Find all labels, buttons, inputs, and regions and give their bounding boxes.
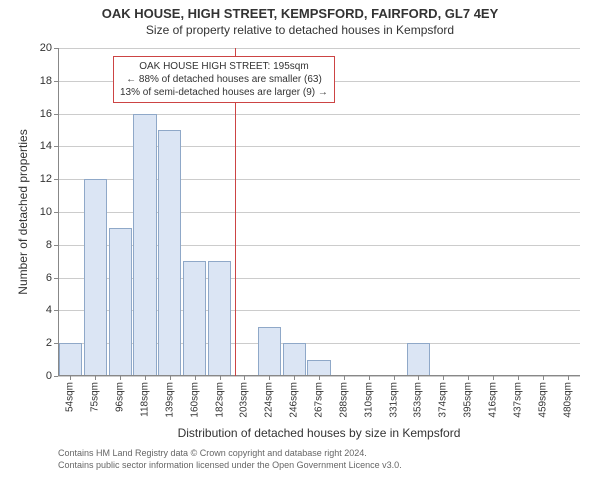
xtick-mark [294, 376, 295, 380]
annotation-box: OAK HOUSE HIGH STREET: 195sqm← 88% of de… [113, 56, 335, 103]
xtick-label: 416sqm [488, 382, 499, 418]
bar [407, 343, 430, 376]
xtick-mark [319, 376, 320, 380]
ytick-label: 10 [30, 206, 52, 218]
xtick-label: 203sqm [239, 382, 250, 418]
bar [208, 261, 231, 376]
xtick-mark [568, 376, 569, 380]
xtick-label: 75sqm [90, 382, 101, 412]
ytick-label: 20 [30, 42, 52, 54]
ytick-mark [54, 310, 58, 311]
ytick-label: 2 [30, 337, 52, 349]
bar [59, 343, 82, 376]
xtick-mark [493, 376, 494, 380]
xtick-mark [170, 376, 171, 380]
chart-container: OAK HOUSE, HIGH STREET, KEMPSFORD, FAIRF… [0, 0, 600, 500]
xtick-label: 480sqm [562, 382, 573, 418]
xtick-label: 96sqm [115, 382, 126, 412]
ytick-label: 0 [30, 370, 52, 382]
ytick-label: 14 [30, 140, 52, 152]
ytick-mark [54, 376, 58, 377]
ytick-mark [54, 278, 58, 279]
ytick-mark [54, 179, 58, 180]
ytick-label: 8 [30, 239, 52, 251]
xtick-label: 139sqm [164, 382, 175, 418]
xtick-mark [543, 376, 544, 380]
xtick-mark [195, 376, 196, 380]
xtick-label: 353sqm [413, 382, 424, 418]
xtick-mark [344, 376, 345, 380]
chart-title: OAK HOUSE, HIGH STREET, KEMPSFORD, FAIRF… [0, 0, 600, 21]
xtick-mark [120, 376, 121, 380]
footer-line-1: Contains HM Land Registry data © Crown c… [58, 448, 402, 460]
xtick-mark [145, 376, 146, 380]
xtick-label: 182sqm [214, 382, 225, 418]
xtick-label: 246sqm [289, 382, 300, 418]
xtick-label: 267sqm [314, 382, 325, 418]
xtick-label: 288sqm [338, 382, 349, 418]
xtick-mark [95, 376, 96, 380]
xtick-label: 118sqm [140, 382, 151, 417]
ytick-mark [54, 114, 58, 115]
xtick-mark [269, 376, 270, 380]
ytick-label: 4 [30, 304, 52, 316]
ytick-mark [54, 48, 58, 49]
bar [283, 343, 306, 376]
xtick-mark [443, 376, 444, 380]
annotation-line-2: ← 88% of detached houses are smaller (63… [120, 73, 328, 86]
bar [158, 130, 181, 376]
annotation-line-3: 13% of semi-detached houses are larger (… [120, 86, 328, 99]
y-axis [58, 48, 59, 376]
ytick-label: 16 [30, 108, 52, 120]
footer-attribution: Contains HM Land Registry data © Crown c… [58, 448, 402, 471]
ytick-mark [54, 245, 58, 246]
xtick-label: 374sqm [438, 382, 449, 418]
ytick-mark [54, 343, 58, 344]
xtick-label: 331sqm [388, 382, 399, 418]
x-axis-label: Distribution of detached houses by size … [58, 426, 580, 440]
xtick-label: 224sqm [264, 382, 275, 418]
xtick-label: 395sqm [463, 382, 474, 418]
ytick-label: 12 [30, 173, 52, 185]
xtick-mark [244, 376, 245, 380]
bar [258, 327, 281, 376]
gridline [58, 48, 580, 49]
bar [109, 228, 132, 376]
xtick-mark [369, 376, 370, 380]
xtick-mark [418, 376, 419, 380]
xtick-label: 160sqm [189, 382, 200, 418]
xtick-label: 459sqm [537, 382, 548, 418]
xtick-mark [518, 376, 519, 380]
annotation-line-1: OAK HOUSE HIGH STREET: 195sqm [120, 60, 328, 73]
xtick-label: 310sqm [363, 382, 374, 418]
xtick-mark [220, 376, 221, 380]
ytick-mark [54, 81, 58, 82]
ytick-label: 18 [30, 75, 52, 87]
footer-line-2: Contains public sector information licen… [58, 460, 402, 472]
xtick-mark [394, 376, 395, 380]
ytick-label: 6 [30, 272, 52, 284]
xtick-label: 54sqm [65, 382, 76, 412]
bar [307, 360, 330, 376]
xtick-mark [70, 376, 71, 380]
y-axis-label: Number of detached properties [16, 129, 30, 294]
ytick-mark [54, 212, 58, 213]
bar [84, 179, 107, 376]
ytick-mark [54, 146, 58, 147]
xtick-mark [468, 376, 469, 380]
xtick-label: 437sqm [512, 382, 523, 418]
chart-subtitle: Size of property relative to detached ho… [0, 21, 600, 37]
bar [133, 114, 156, 376]
bar [183, 261, 206, 376]
